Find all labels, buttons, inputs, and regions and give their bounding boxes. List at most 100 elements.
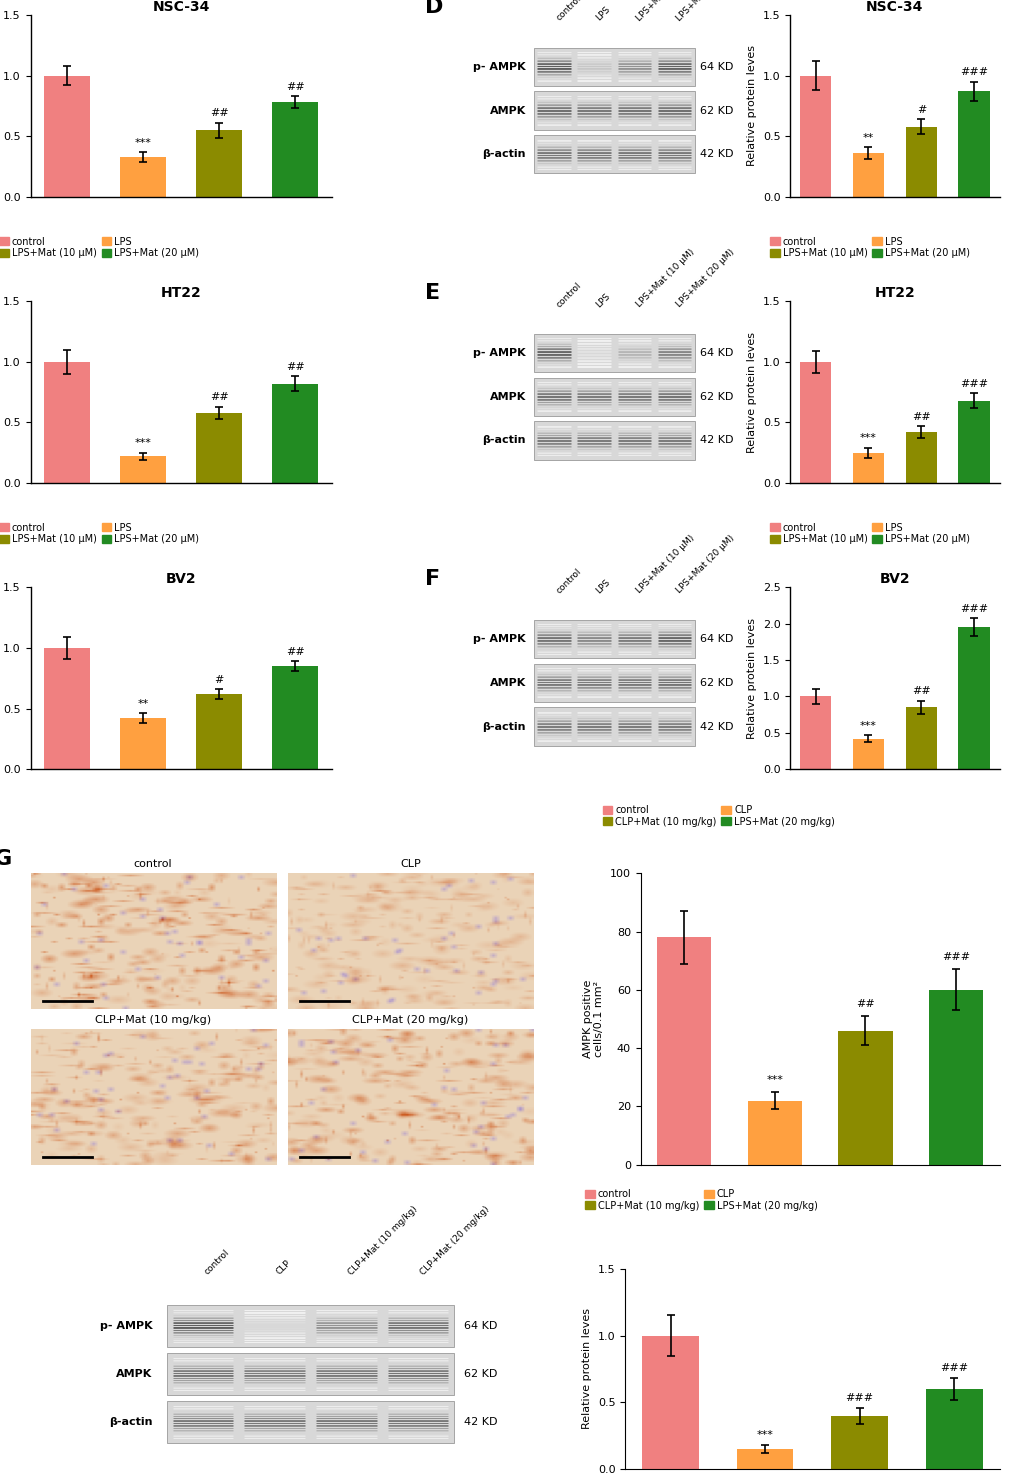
Title: NSC-34: NSC-34	[152, 0, 210, 13]
Bar	[799, 362, 830, 484]
Text: ##: ##	[210, 392, 228, 402]
Bar	[905, 708, 936, 769]
Bar	[196, 413, 242, 484]
Bar	[928, 990, 982, 1165]
Text: control: control	[203, 1248, 231, 1276]
Text: ##: ##	[210, 108, 228, 119]
Bar	[747, 1101, 801, 1165]
Text: control: control	[553, 0, 582, 22]
Text: CLP: CLP	[399, 859, 421, 870]
Text: ##: ##	[911, 411, 929, 421]
Y-axis label: Relative protein leves: Relative protein leves	[747, 331, 757, 453]
Bar	[852, 153, 883, 197]
Bar	[44, 362, 90, 484]
Text: 62 KD: 62 KD	[464, 1368, 497, 1379]
Y-axis label: AMPK positive
cells/0.1 mm²: AMPK positive cells/0.1 mm²	[582, 979, 604, 1058]
Text: ***: ***	[859, 433, 876, 444]
Bar	[120, 718, 166, 769]
Text: β-actin: β-actin	[482, 721, 526, 732]
Bar	[852, 739, 883, 769]
Text: CLP: CLP	[274, 1258, 292, 1276]
Bar	[925, 1389, 981, 1469]
Y-axis label: Relative protein leves: Relative protein leves	[747, 617, 756, 739]
Title: BV2: BV2	[878, 571, 909, 586]
Text: ##: ##	[855, 999, 874, 1009]
FancyBboxPatch shape	[167, 1304, 453, 1347]
FancyBboxPatch shape	[534, 708, 694, 745]
Text: ***: ***	[756, 1431, 772, 1439]
Text: CLP+Mat (10 mg/kg): CLP+Mat (10 mg/kg)	[95, 1015, 211, 1025]
Bar	[196, 695, 242, 769]
Bar	[852, 453, 883, 484]
Text: ###: ###	[942, 953, 969, 962]
Text: ###: ###	[959, 604, 987, 614]
Text: LPS: LPS	[594, 4, 611, 22]
Text: E: E	[425, 283, 440, 303]
Legend: control, LPS+Mat (10 μM), LPS, LPS+Mat (20 μM): control, LPS+Mat (10 μM), LPS, LPS+Mat (…	[769, 236, 969, 258]
FancyBboxPatch shape	[167, 1353, 453, 1395]
Text: β-actin: β-actin	[482, 150, 526, 159]
Bar	[120, 457, 166, 484]
Title: HT22: HT22	[873, 286, 914, 300]
Text: ##: ##	[285, 82, 304, 92]
Text: D: D	[425, 0, 443, 16]
Text: p- AMPK: p- AMPK	[473, 62, 526, 71]
Text: ##: ##	[285, 647, 304, 656]
Text: 62 KD: 62 KD	[699, 678, 733, 687]
Text: p- AMPK: p- AMPK	[473, 634, 526, 644]
FancyBboxPatch shape	[534, 334, 694, 372]
FancyBboxPatch shape	[534, 421, 694, 460]
Bar	[656, 938, 710, 1165]
Text: 64 KD: 64 KD	[464, 1321, 497, 1331]
Legend: control, LPS+Mat (10 μM), LPS, LPS+Mat (20 μM): control, LPS+Mat (10 μM), LPS, LPS+Mat (…	[769, 522, 969, 545]
Bar	[272, 102, 318, 197]
FancyBboxPatch shape	[534, 663, 694, 702]
Text: 62 KD: 62 KD	[699, 105, 733, 116]
Text: **: **	[862, 132, 873, 142]
Text: LPS+Mat (20 μM): LPS+Mat (20 μM)	[674, 248, 736, 309]
Text: ###: ###	[940, 1364, 967, 1373]
Title: BV2: BV2	[166, 571, 197, 586]
Text: 42 KD: 42 KD	[699, 721, 733, 732]
Bar	[272, 383, 318, 484]
Bar	[272, 666, 318, 769]
Bar	[196, 131, 242, 197]
Bar	[905, 126, 936, 197]
Bar	[736, 1448, 793, 1469]
FancyBboxPatch shape	[534, 47, 694, 86]
Text: 64 KD: 64 KD	[699, 347, 733, 358]
Text: 42 KD: 42 KD	[464, 1417, 497, 1428]
Text: 42 KD: 42 KD	[699, 150, 733, 159]
Text: AMPK: AMPK	[116, 1368, 152, 1379]
Text: G: G	[0, 849, 12, 868]
Text: control: control	[133, 859, 172, 870]
Bar	[120, 157, 166, 197]
Text: p- AMPK: p- AMPK	[473, 347, 526, 358]
Text: 62 KD: 62 KD	[699, 392, 733, 402]
Text: LPS+Mat (20 μM): LPS+Mat (20 μM)	[674, 533, 736, 595]
Legend: control, LPS+Mat (10 μM), LPS, LPS+Mat (20 μM): control, LPS+Mat (10 μM), LPS, LPS+Mat (…	[0, 236, 199, 258]
Bar	[44, 649, 90, 769]
Text: LPS: LPS	[594, 291, 611, 309]
Text: control: control	[553, 280, 582, 309]
Y-axis label: Relative protein leves: Relative protein leves	[747, 46, 757, 166]
Text: ##: ##	[911, 686, 929, 696]
Bar	[905, 432, 936, 484]
Title: NSC-34: NSC-34	[865, 0, 923, 13]
Bar	[799, 76, 830, 197]
Text: AMPK: AMPK	[489, 392, 526, 402]
Text: ***: ***	[135, 138, 152, 147]
Text: control: control	[553, 567, 582, 595]
Text: β-actin: β-actin	[482, 435, 526, 445]
Bar	[642, 1336, 698, 1469]
Text: ***: ***	[859, 721, 876, 730]
Text: 64 KD: 64 KD	[699, 634, 733, 644]
Text: LPS+Mat (10 μM): LPS+Mat (10 μM)	[634, 0, 696, 22]
Text: β-actin: β-actin	[109, 1417, 152, 1428]
Bar	[799, 696, 830, 769]
Text: CLP+Mat (20 mg/kg): CLP+Mat (20 mg/kg)	[418, 1205, 490, 1276]
Text: ###: ###	[845, 1392, 873, 1402]
Text: LPS: LPS	[594, 577, 611, 595]
Text: ##: ##	[285, 362, 304, 371]
FancyBboxPatch shape	[534, 92, 694, 129]
